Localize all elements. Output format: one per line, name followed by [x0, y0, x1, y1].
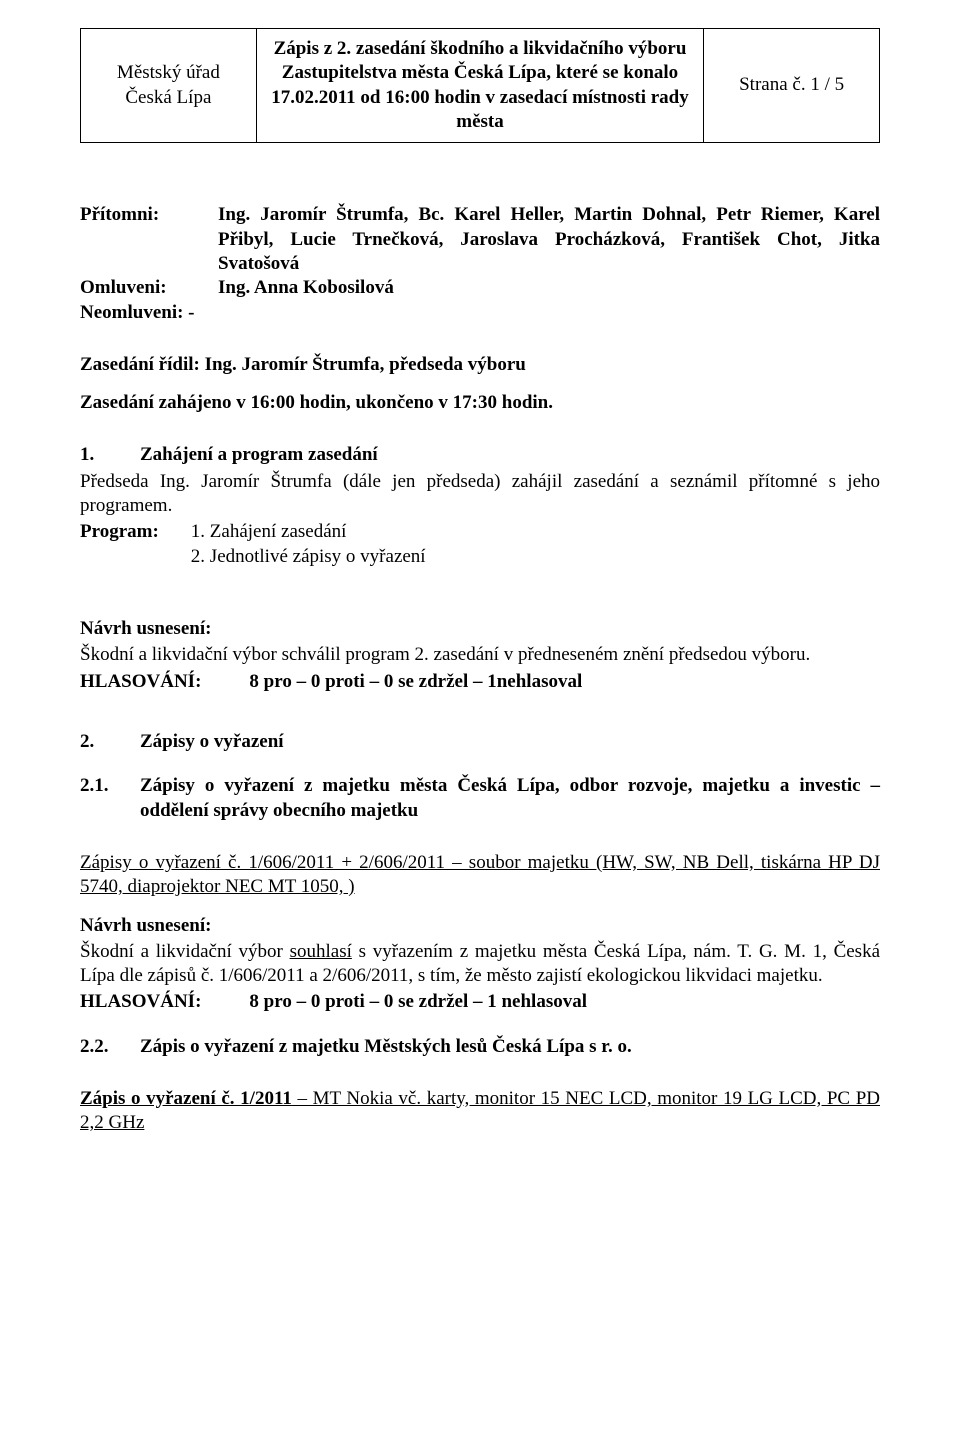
section-2-1-record-link: Zápisy o vyřazení č. 1/606/2011 + 2/606/…: [80, 851, 880, 900]
vote-1-row: HLASOVÁNÍ: 8 pro – 0 proti – 0 se zdržel…: [80, 670, 880, 694]
meeting-times-line: Zasedání zahájeno v 16:00 hodin, ukončen…: [80, 391, 880, 415]
program-label: Program:: [80, 520, 159, 569]
program-item-1: 1. Zahájení zasedání: [191, 520, 426, 544]
header-page-cell: Strana č. 1 / 5: [704, 29, 880, 143]
resolution-2-body: Škodní a likvidační výbor souhlasí s vyř…: [80, 940, 880, 989]
section-2-2-heading: 2.2. Zápis o vyřazení z majetku Městskýc…: [80, 1035, 880, 1059]
program-item-2: 2. Jednotlivé zápisy o vyřazení: [191, 545, 426, 569]
section-2-2-record-line: Zápis o vyřazení č. 1/2011 – MT Nokia vč…: [80, 1087, 880, 1136]
section-2-2-number: 2.2.: [80, 1035, 116, 1059]
attendance-neomluveni-line: Neomluveni: -: [80, 301, 880, 325]
meeting-chair-line: Zasedání řídil: Ing. Jaromír Štrumfa, př…: [80, 353, 880, 377]
vote-2-value: 8 pro – 0 proti – 0 se zdržel – 1 nehlas…: [249, 990, 587, 1014]
header-office-line1: Městský úřad: [117, 62, 220, 83]
section-2-1-number: 2.1.: [80, 774, 116, 823]
attendance-omluveni-text: Ing. Anna Kobosilová: [218, 276, 880, 300]
section-1-body: Předseda Ing. Jaromír Štrumfa (dále jen …: [80, 470, 880, 519]
section-1-number: 1.: [80, 443, 104, 467]
header-title-cell: Zápis z 2. zasedání škodního a likvidačn…: [256, 29, 703, 143]
attendance-block: Přítomni: Ing. Jaromír Štrumfa, Bc. Kare…: [80, 203, 880, 325]
resolution-2-label: Návrh usnesení:: [80, 914, 880, 938]
resolution-1-label: Návrh usnesení:: [80, 617, 880, 641]
resolution-2-body-underline: souhlasí: [290, 941, 352, 962]
vote-2-label: HLASOVÁNÍ:: [80, 990, 201, 1014]
section-2-2-record-head: Zápis o vyřazení č. 1/2011: [80, 1088, 292, 1109]
section-2-1-title: Zápisy o vyřazení z majetku města Česká …: [140, 774, 880, 823]
attendance-omluveni-label: Omluveni:: [80, 276, 200, 300]
attendance-pritomni-text: Ing. Jaromír Štrumfa, Bc. Karel Heller, …: [218, 203, 880, 276]
section-2-1-heading: 2.1. Zápisy o vyřazení z majetku města Č…: [80, 774, 880, 823]
section-2-heading: 2. Zápisy o vyřazení: [80, 730, 880, 754]
section-1-title: Zahájení a program zasedání: [140, 443, 378, 467]
vote-1-value: 8 pro – 0 proti – 0 se zdržel – 1nehlaso…: [249, 670, 582, 694]
document-header-table: Městský úřad Česká Lípa Zápis z 2. zased…: [80, 28, 880, 143]
vote-2-row: HLASOVÁNÍ: 8 pro – 0 proti – 0 se zdržel…: [80, 990, 880, 1014]
section-2-number: 2.: [80, 730, 104, 754]
resolution-2-body-pre: Škodní a likvidační výbor: [80, 941, 290, 962]
section-2-title: Zápisy o vyřazení: [140, 730, 284, 754]
attendance-pritomni-label: Přítomni:: [80, 203, 200, 227]
header-left-cell: Městský úřad Česká Lípa: [81, 29, 257, 143]
resolution-1-body: Škodní a likvidační výbor schválil progr…: [80, 643, 880, 667]
vote-1-label: HLASOVÁNÍ:: [80, 670, 201, 694]
header-page-text: Strana č. 1 / 5: [739, 74, 844, 95]
header-title-text: Zápis z 2. zasedání škodního a likvidačn…: [271, 38, 689, 132]
header-office-line2: Česká Lípa: [125, 87, 211, 108]
section-1-heading: 1. Zahájení a program zasedání: [80, 443, 880, 467]
section-2-2-title: Zápis o vyřazení z majetku Městských les…: [140, 1035, 880, 1059]
